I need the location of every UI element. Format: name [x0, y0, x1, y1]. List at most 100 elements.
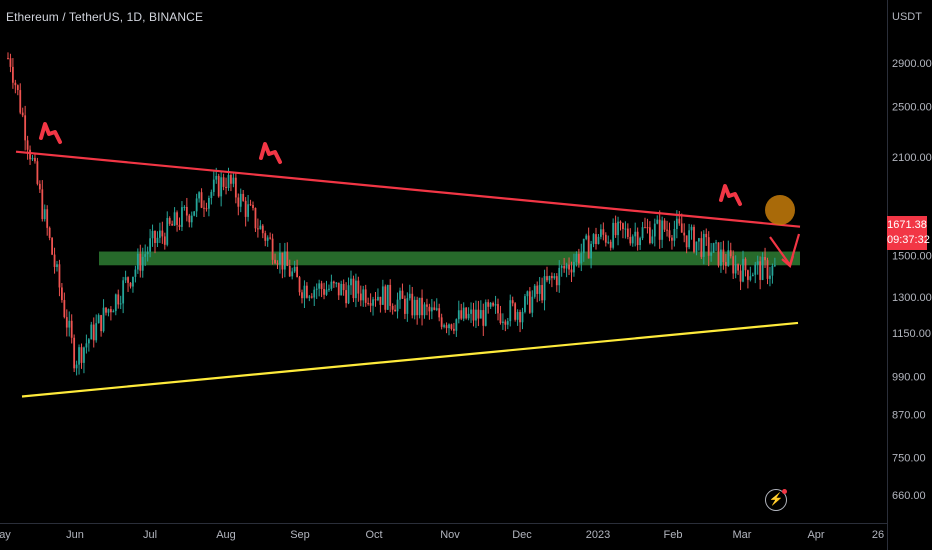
candle-body [438, 308, 441, 318]
candle-body [352, 278, 355, 299]
candle-body [756, 261, 759, 265]
candle-body [710, 252, 713, 256]
support-trendline[interactable] [21, 321, 799, 398]
time-tick-label: Jun [66, 529, 84, 541]
candle-body [499, 313, 502, 324]
candle-body [323, 288, 325, 295]
candle-body [555, 276, 558, 286]
candle-body [132, 276, 134, 287]
candle-body [475, 309, 477, 321]
candle-body [577, 253, 580, 264]
candle-body [345, 290, 347, 304]
candle-body [220, 177, 223, 197]
candle-body [482, 310, 485, 326]
rejection-marker [259, 142, 282, 164]
candle-body [560, 265, 563, 268]
candle-body [614, 222, 617, 236]
candle-body [212, 179, 215, 192]
candle-body [769, 275, 771, 279]
candle-body [604, 234, 607, 243]
price-tick-label: 990.00 [892, 372, 926, 384]
candle-body [421, 297, 423, 316]
candle-body [269, 237, 272, 239]
candle-body [78, 347, 80, 365]
candle-body [739, 270, 742, 282]
price-tick-label: 750.00 [892, 453, 926, 465]
candle-body [631, 236, 634, 244]
candle-body [688, 230, 690, 248]
candle-body [413, 299, 416, 316]
candle-body [325, 289, 328, 295]
candle-body [242, 193, 245, 201]
candle-body [210, 191, 213, 199]
candle-body [26, 140, 29, 150]
candle-body [678, 218, 681, 224]
candle-body [484, 302, 487, 326]
candle-body [281, 252, 284, 270]
candle-body [406, 298, 409, 314]
candle-body [105, 307, 107, 313]
candle-body [720, 249, 722, 266]
price-tick-label: 1300.00 [892, 292, 932, 304]
candle-body [404, 298, 406, 314]
candle-body [362, 289, 365, 301]
candle-body [225, 186, 227, 188]
candle-body [477, 309, 480, 319]
candle-body [722, 249, 725, 263]
candle-body [558, 267, 561, 286]
price-tick-label: 870.00 [892, 409, 926, 421]
candle-body [51, 237, 53, 255]
candle-body [502, 321, 504, 324]
projection-arrowhead [781, 255, 795, 268]
candle-body [580, 253, 583, 264]
candle-body [261, 225, 264, 234]
candle-body [460, 310, 463, 319]
candle-body [249, 204, 252, 206]
time-tick-label: Sep [290, 529, 310, 541]
candle-body [87, 339, 90, 344]
candle-body [19, 90, 22, 113]
time-tick-label: 26 [872, 529, 884, 541]
candle-body [208, 198, 210, 209]
price-tick-label: 2900.00 [892, 58, 932, 70]
candle-body [21, 112, 24, 116]
candle-body [34, 157, 36, 162]
candle-body [355, 280, 357, 299]
candle-body [183, 206, 186, 208]
candle-body [489, 302, 492, 307]
lightning-icon[interactable]: ⚡ [765, 489, 787, 511]
candle-body [230, 174, 232, 184]
candle-body [279, 252, 281, 265]
candle-body [426, 304, 428, 307]
candle-body [274, 259, 276, 264]
candle-body [548, 275, 551, 281]
candle-body [551, 275, 553, 279]
candle-body [159, 230, 161, 238]
candle-body [306, 285, 308, 298]
candle-body [154, 230, 156, 243]
candle-body [675, 218, 678, 230]
candle-body [384, 286, 387, 310]
candle-body [320, 283, 323, 289]
candle-body [286, 251, 289, 266]
resistance-trendline[interactable] [15, 150, 801, 228]
candle-body [114, 294, 117, 312]
candle-body [450, 324, 453, 329]
candle-body [271, 238, 274, 260]
candle-body [634, 231, 637, 237]
candle-body [602, 229, 605, 235]
candle-body [435, 308, 438, 310]
price-tick-label: 2100.00 [892, 152, 932, 164]
candle-body [200, 192, 203, 208]
candle-body [239, 193, 242, 207]
candle-body [68, 320, 71, 328]
candle-body [70, 320, 73, 338]
price-axis: 2900.00 2500.00 2100.00 1500.00 1300.00 1150.… [892, 58, 932, 502]
candle-body [92, 324, 95, 341]
candle-body [73, 337, 76, 369]
candle-body [318, 283, 321, 289]
candle-body [509, 300, 512, 322]
time-tick-label: Mar [733, 529, 752, 541]
candle-body [298, 277, 301, 293]
